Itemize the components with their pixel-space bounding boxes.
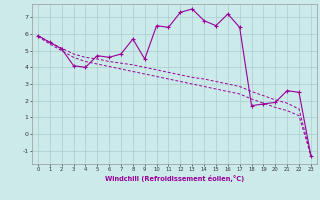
X-axis label: Windchill (Refroidissement éolien,°C): Windchill (Refroidissement éolien,°C) — [105, 175, 244, 182]
